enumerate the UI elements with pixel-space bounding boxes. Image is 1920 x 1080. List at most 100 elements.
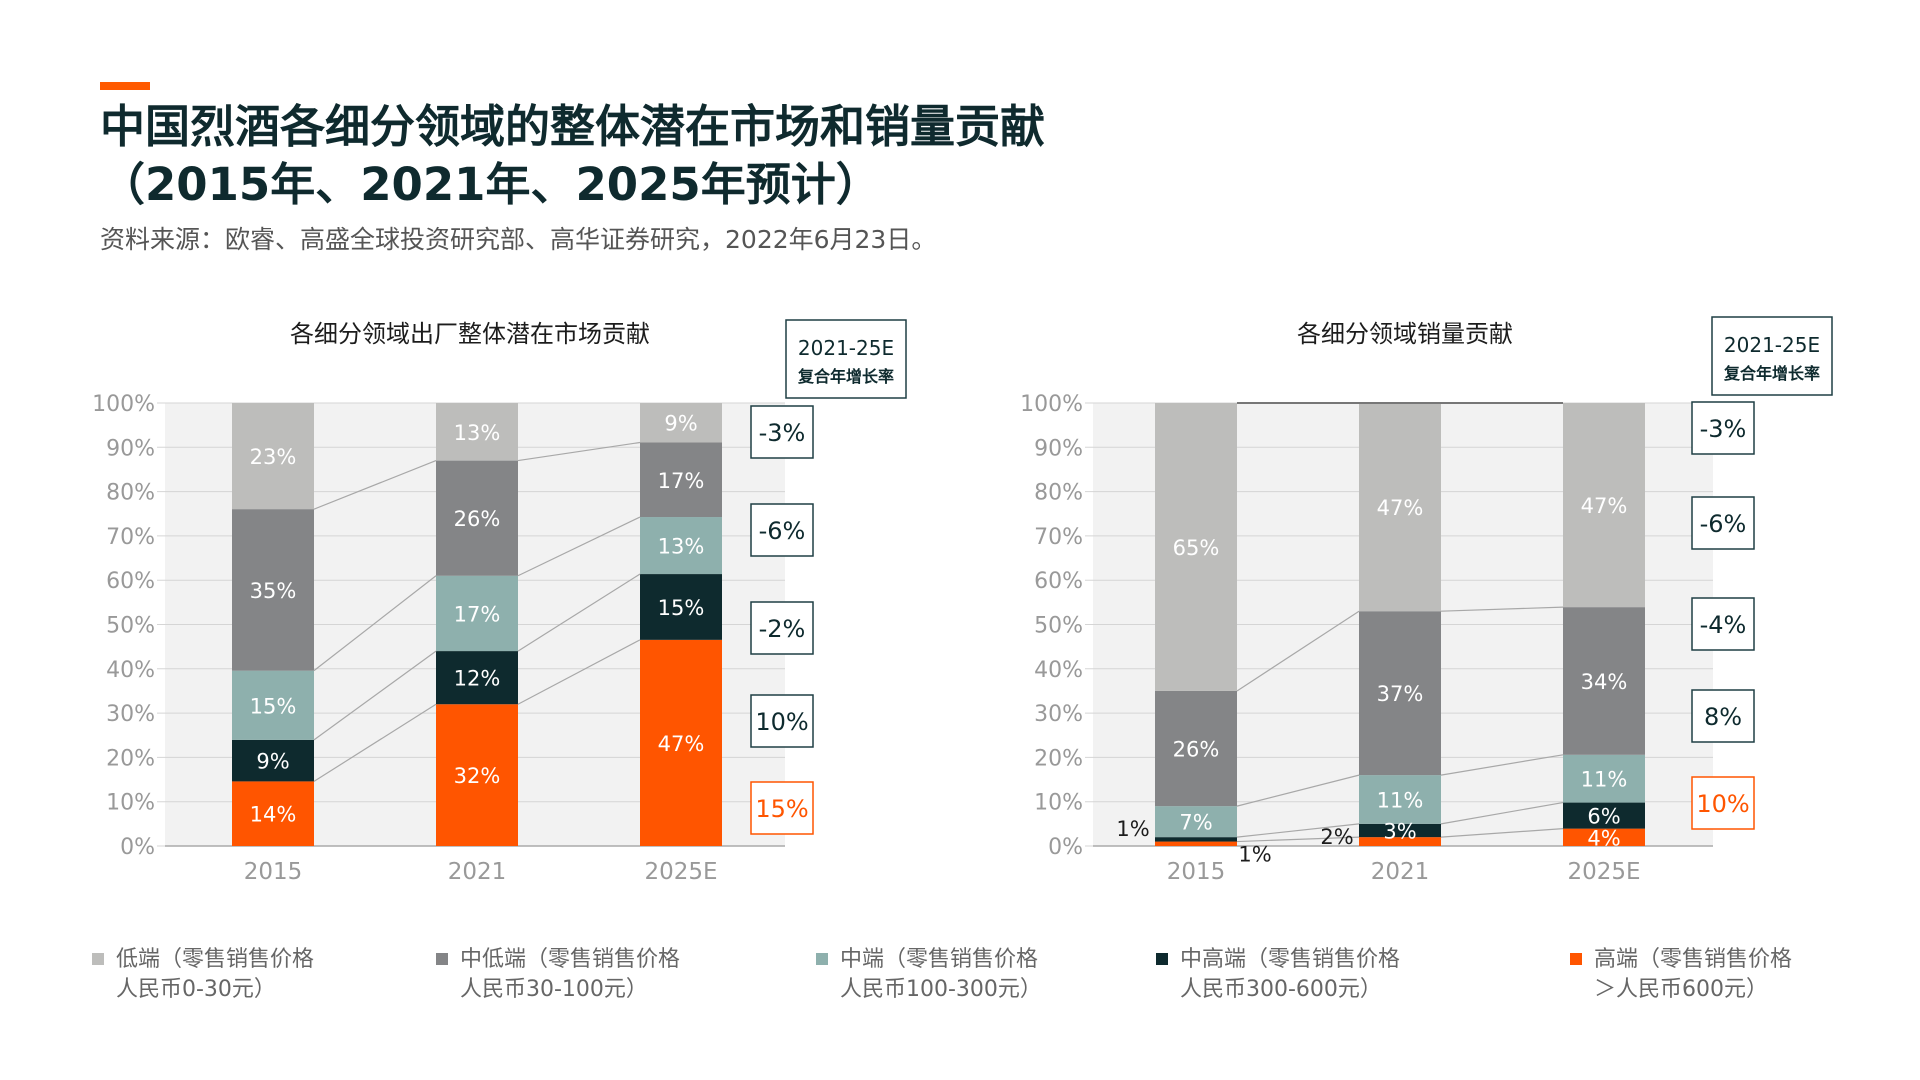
chart2-data-label: 11% (1377, 788, 1424, 812)
chart2-data-label: 1% (1116, 817, 1149, 841)
title-line-2: （2015年、2021年、2025年预计） (100, 158, 881, 211)
accent-bar (100, 82, 150, 90)
chart1-data-label: 47% (658, 732, 705, 756)
chart1-bar-segment (436, 575, 518, 652)
chart1-ytick-label: 90% (106, 436, 155, 461)
chart2-data-label: 6% (1587, 805, 1620, 829)
chart2-data-label: 47% (1377, 496, 1424, 520)
chart2-xtick-label: 2015 (1167, 859, 1226, 885)
chart2-cagr-header-box (1711, 316, 1833, 396)
chart1-connector-line (517, 441, 641, 462)
chart2-data-label: 3% (1383, 819, 1416, 843)
chart1-connector-line (517, 573, 641, 652)
legend-label-high-2: ＞人民币600元） (1594, 977, 1768, 1002)
chart2-cagr-header-line1: 2021-25E (1724, 333, 1820, 357)
chart1-data-label: 9% (256, 750, 289, 774)
chart1-bar-segment (640, 639, 722, 846)
legend-label-low-1: 低端（零售销售价格 (116, 947, 315, 972)
chart1-xtick-label: 2021 (448, 859, 507, 885)
legend-swatch-high (1570, 953, 1582, 965)
chart2-data-label: 11% (1581, 768, 1628, 792)
chart1-data-label: 17% (658, 469, 705, 493)
chart2-bar-segment (1359, 837, 1441, 846)
chart1-data-label: 14% (250, 803, 297, 827)
chart1-ytick-label: 30% (106, 702, 155, 727)
chart2-bar-segment (1563, 403, 1645, 608)
chart2-ytick-label: 20% (1034, 746, 1083, 771)
chart2-xtick-label: 2021 (1371, 859, 1430, 885)
chart2-ytick-label: 10% (1034, 791, 1083, 816)
chart2-bar-segment (1563, 828, 1645, 846)
chart2-cagr-box (1691, 401, 1755, 455)
chart2-ytick-label: 0% (1048, 835, 1083, 860)
chart1-title: 各细分领域出厂整体潜在市场贡献 (290, 320, 650, 348)
chart1-ytick-label: 10% (106, 791, 155, 816)
chart1-data-label: 35% (250, 579, 297, 603)
chart2-cagr-value: -4% (1700, 611, 1747, 639)
chart1-data-label: 12% (454, 667, 501, 691)
chart2-bar-segment (1155, 806, 1237, 838)
chart1-bar-segment (640, 442, 722, 518)
chart2-ytick-label: 30% (1034, 702, 1083, 727)
chart2-ytick-label: 60% (1034, 569, 1083, 594)
chart2-cagr-value: -3% (1700, 415, 1747, 443)
chart2-cagr-value: -6% (1700, 510, 1747, 538)
chart1-cagr-box (750, 781, 814, 835)
chart1-cagr-box (750, 405, 814, 459)
chart1-data-label: 32% (454, 764, 501, 788)
chart1-data-label: 15% (658, 596, 705, 620)
chart2-ytick-label: 50% (1034, 614, 1083, 639)
chart2-bar-segment (1155, 841, 1237, 846)
chart2-bar-segment (1359, 823, 1441, 838)
chart1-data-label: 23% (250, 445, 297, 469)
chart1-connector-line (313, 650, 437, 741)
chart1-connector-line (313, 703, 437, 782)
chart1-bar-segment (640, 517, 722, 575)
chart2-connector-line (1236, 823, 1360, 838)
legend-label-low-2: 人民币0-30元） (116, 977, 276, 1002)
chart2-data-label: 37% (1377, 682, 1424, 706)
chart1-data-label: 15% (250, 694, 297, 718)
chart1-cagr-header-line1: 2021-25E (798, 336, 894, 360)
chart1-cagr-header-box (785, 319, 907, 399)
chart1-bar-segment (640, 574, 722, 640)
chart1-bar-segment (232, 509, 314, 671)
chart2-connector-line (1236, 610, 1360, 692)
legend-label-mid-2: 人民币100-300元） (840, 977, 1042, 1002)
chart1-connector-line (517, 516, 641, 577)
source-note: 资料来源：欧睿、高盛全球投资研究部、高华证券研究，2022年6月23日。 (100, 225, 937, 254)
chart1-ytick-label: 40% (106, 658, 155, 683)
legend-swatch-mid-low (436, 953, 448, 965)
chart1-bar-segment (232, 739, 314, 782)
chart2-cagr-value: 8% (1704, 703, 1742, 731)
chart2-connector-line (1440, 828, 1564, 838)
legend-label-mid-high-2: 人民币300-600元） (1180, 977, 1382, 1002)
chart2-connector-line (1236, 836, 1360, 843)
chart2-connector-line (1440, 754, 1564, 776)
chart2-title: 各细分领域销量贡献 (1297, 320, 1513, 348)
legend-label-mid-high-1: 中高端（零售销售价格 (1180, 947, 1401, 972)
chart2-ytick-label: 90% (1034, 436, 1083, 461)
chart1-bar-segment (436, 403, 518, 461)
chart2-cagr-box (1691, 776, 1755, 830)
chart1-xtick-label: 2015 (244, 859, 303, 885)
chart1-cagr-value: -3% (759, 419, 806, 447)
chart1-cagr-value: -6% (759, 517, 806, 545)
chart1-bar-segment (232, 781, 314, 846)
chart2-data-label: 34% (1581, 670, 1628, 694)
chart1-cagr-box (750, 601, 814, 655)
chart1-ytick-label: 60% (106, 569, 155, 594)
chart1-ytick-label: 80% (106, 481, 155, 506)
legend-swatch-mid (816, 953, 828, 965)
chart2-xtick-label: 2025E (1567, 859, 1640, 885)
chart2-ytick-label: 40% (1034, 658, 1083, 683)
chart2-cagr-box (1691, 496, 1755, 550)
chart1-data-label: 9% (664, 412, 697, 436)
chart2-cagr-box (1691, 597, 1755, 651)
chart2-data-label: 4% (1587, 826, 1620, 850)
chart1-xtick-label: 2025E (644, 859, 717, 885)
chart2-connector-line (1440, 801, 1564, 825)
chart1-ytick-label: 100% (92, 392, 155, 417)
legend-label-mid-low-1: 中低端（零售销售价格 (460, 947, 681, 972)
legend-label-high-1: 高端（零售销售价格 (1594, 947, 1793, 972)
